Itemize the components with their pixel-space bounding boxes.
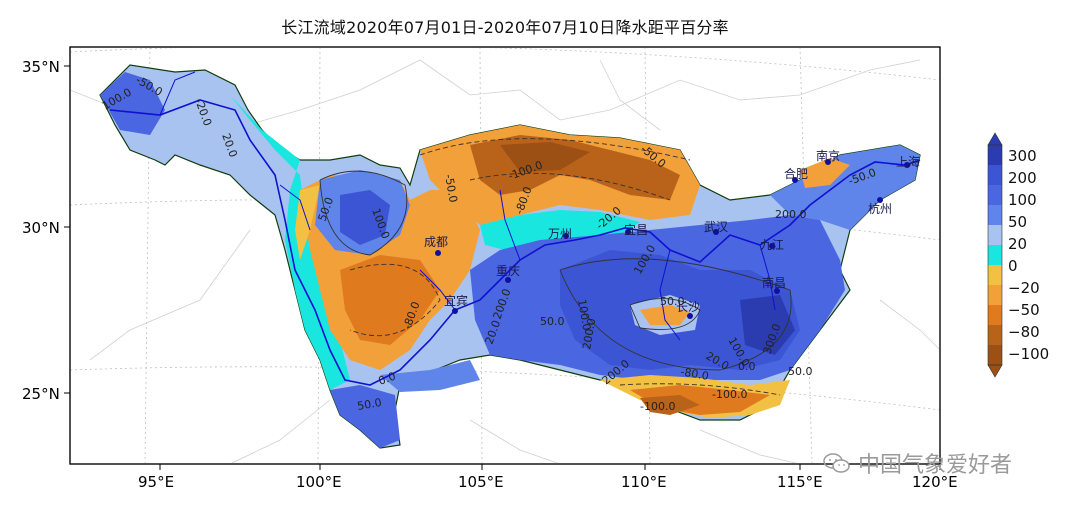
contour-label: -80.0 [679, 365, 709, 383]
contour-label: 50.0 [788, 365, 813, 378]
city-label: 万州 [548, 227, 572, 241]
city-dot [774, 288, 780, 294]
lon-label-120e: 120°E [912, 473, 958, 491]
colorbar-swatch [988, 145, 1002, 166]
city-dot [563, 233, 569, 239]
lon-label-105e: 105°E [458, 473, 504, 491]
contour-label: 200.0 [775, 208, 807, 221]
contour-lines [319, 138, 792, 396]
colorbar-swatch [988, 265, 1002, 286]
city-dot [452, 308, 458, 314]
city-dot [769, 243, 775, 249]
colorbar-swatch [988, 305, 1002, 326]
colorbar-tick-label: 200 [1008, 169, 1037, 187]
city-dot [792, 177, 798, 183]
contour-label: -100.0 [640, 400, 675, 413]
city-dot [435, 250, 441, 256]
city-label: 合肥 [784, 166, 808, 181]
colorbar-tick-label: −20 [1008, 279, 1040, 297]
colorbar-tick-label: 300 [1008, 147, 1037, 165]
colorbar-extend-min [987, 364, 1003, 378]
colorbar-extend-max [987, 132, 1003, 146]
contour-label: 0.0 [738, 360, 756, 373]
contour-label: 200.0 [580, 317, 598, 350]
colorbar-tick-label: −100 [1008, 345, 1050, 363]
colorbar-swatch [988, 245, 1002, 266]
map-title: 长江流域2020年07月01日-2020年07月10日降水距平百分率 [281, 18, 729, 37]
colorbar-tick-label: 50 [1008, 213, 1028, 231]
colorbar-tick-label: 20 [1008, 235, 1028, 253]
colorbar-tick-label: −50 [1008, 301, 1040, 319]
lon-label-115e: 115°E [777, 473, 823, 491]
city-label: 南京 [816, 148, 840, 163]
city-dot [687, 313, 693, 319]
contour-label: 0.0 [377, 370, 398, 388]
yangtze-river [109, 71, 921, 386]
city-dot [505, 277, 511, 283]
city-dot [625, 229, 631, 235]
city-label: 上海 [896, 154, 920, 169]
colorbar-swatch [988, 285, 1002, 306]
city-label: 武汉 [704, 220, 728, 234]
colorbar-swatch [988, 225, 1002, 246]
city-label: 成都 [424, 235, 448, 249]
city-label: 杭州 [868, 201, 892, 216]
lon-label-100e: 100°E [296, 473, 342, 491]
city-label: 宜昌 [624, 222, 648, 237]
colorbar-swatch [988, 325, 1002, 346]
city-label: 长沙 [676, 300, 700, 314]
map-border [69, 46, 941, 465]
colorbar-tick-label: −80 [1008, 323, 1040, 341]
lat-label-30n: 30°N [22, 219, 60, 237]
colorbar-swatch [988, 345, 1002, 366]
axis-ticks [64, 65, 941, 470]
colorbar-swatch [988, 205, 1002, 226]
city-labels: 成都 宜宾 重庆 万州 宜昌 武汉 九江 南昌 长沙 合肥 南京 杭州 上海 [424, 148, 920, 314]
watermark-text: 中国气象爱好者 [858, 453, 1013, 478]
colorbar-outline [987, 144, 1003, 366]
basin-shading [99, 64, 921, 449]
colorbar-tick-label: 0 [1008, 257, 1018, 275]
city-dot [825, 159, 831, 165]
lon-label-110e: 110°E [621, 473, 667, 491]
city-label: 南昌 [762, 275, 786, 290]
city-label: 重庆 [496, 264, 520, 278]
colorbar-swatch [988, 185, 1002, 206]
contour-label: 50.0 [540, 315, 565, 328]
contour-label: -50.0 [442, 173, 460, 203]
colorbar-tick-label: 100 [1008, 191, 1037, 209]
contour-label: 50.0 [660, 295, 685, 308]
watermark: 中国气象爱好者 [822, 447, 1012, 479]
contour-label: 50.0 [356, 396, 382, 413]
lat-label-35n: 35°N [22, 58, 60, 76]
city-dot [877, 197, 883, 203]
city-dot [713, 229, 719, 235]
city-label: 宜宾 [444, 293, 468, 308]
city-markers [435, 159, 910, 319]
city-dot [904, 162, 910, 168]
contour-label: -100.0 [712, 388, 747, 401]
wechat-icon [823, 453, 850, 473]
colorbar-swatch [988, 165, 1002, 186]
colorbar [987, 132, 1003, 378]
contour-label: 100.0 [575, 298, 593, 331]
lat-label-25n: 25°N [22, 385, 60, 403]
lon-label-95e: 95°E [138, 473, 174, 491]
city-label: 九江 [760, 238, 784, 252]
